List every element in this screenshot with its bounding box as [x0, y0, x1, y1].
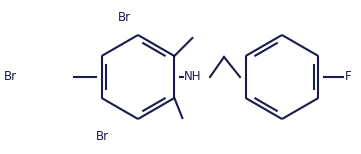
- Text: F: F: [345, 71, 352, 83]
- Text: Br: Br: [96, 130, 109, 143]
- Text: Br: Br: [118, 11, 131, 24]
- Text: Br: Br: [4, 71, 17, 83]
- Text: NH: NH: [184, 70, 201, 83]
